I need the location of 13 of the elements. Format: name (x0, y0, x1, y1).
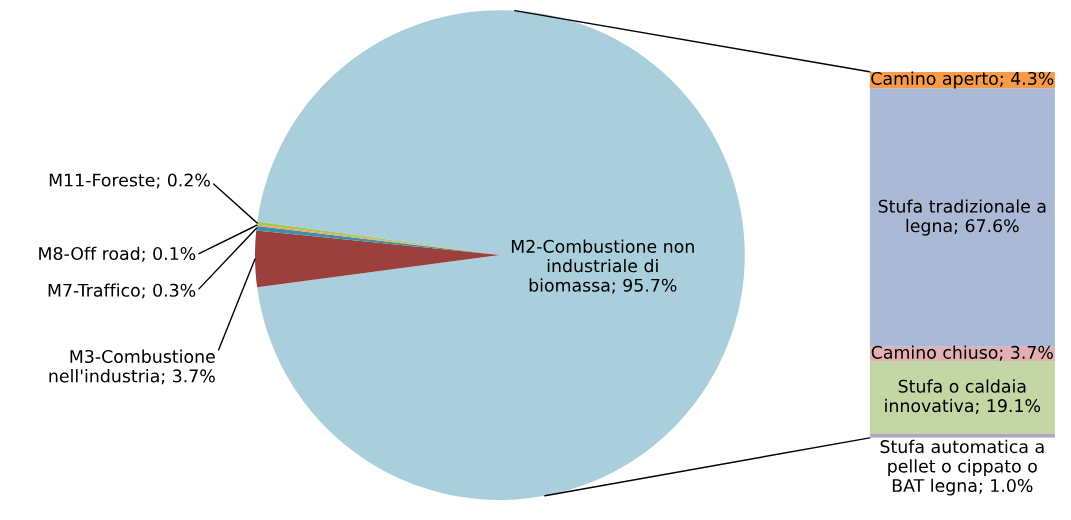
slice-label: M3-Combustione nell'industria; 3.7% (49, 349, 215, 385)
data-label: Stufa tradizionale a legna; 67.6% (878, 199, 1046, 236)
slice-label: M8-Off road; 0.1% (39, 246, 196, 262)
data-label: Stufa automatica a pellet o cippato o BAT legna; 1.0% (880, 439, 1044, 496)
data-label: Camino chiuso; 3.7% (871, 345, 1053, 361)
bar (869, 360, 1055, 435)
pie-slice (257, 10, 745, 500)
bar (869, 88, 1055, 347)
slice-label: M7-Traffico; 0.3% (48, 283, 196, 299)
slice-label: M2-Combustione non industriale di biomassa; 95.7% (511, 239, 694, 294)
slice-label: M11-Foreste; 0.2% (49, 173, 210, 189)
data-label: Stufa o caldaia innovativa; 19.1% (885, 379, 1041, 415)
data-label: Camino aperto; 4.3% (871, 71, 1054, 89)
